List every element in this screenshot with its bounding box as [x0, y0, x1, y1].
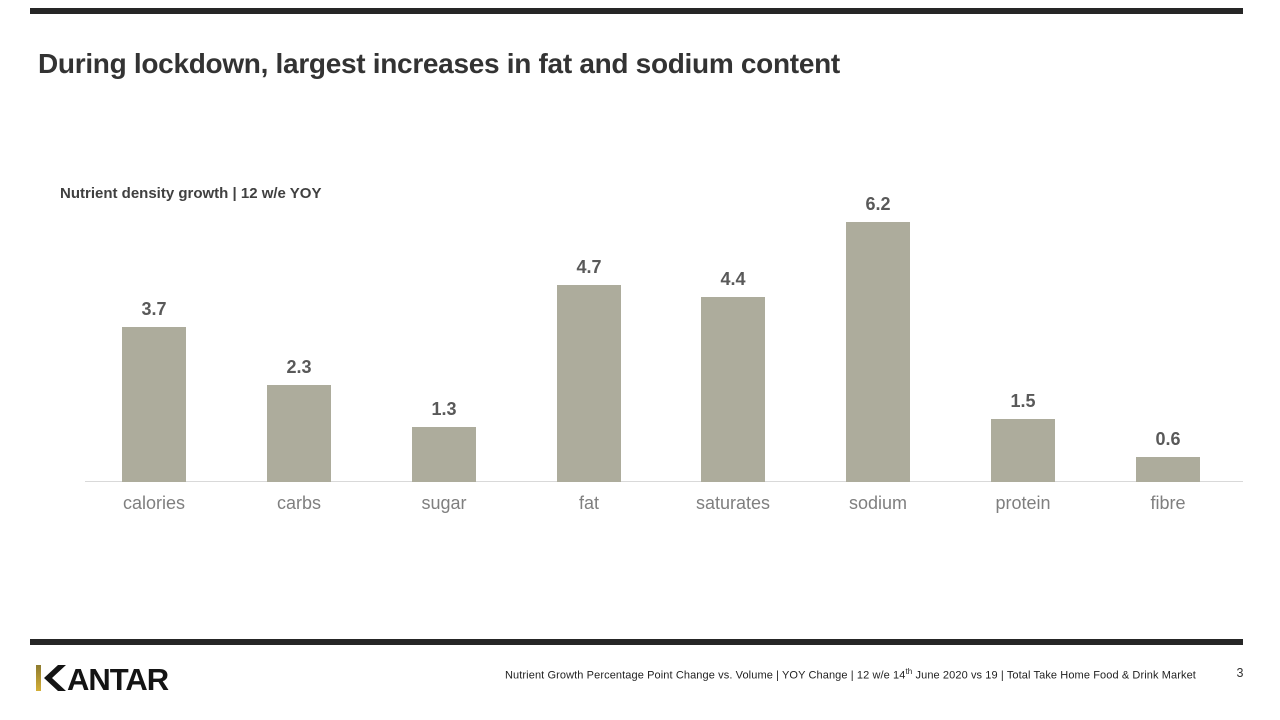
bar	[701, 297, 765, 482]
bar-value-label: 1.5	[1010, 391, 1036, 411]
kantar-logo-icon: ANTAR	[36, 662, 170, 697]
bar	[1136, 457, 1200, 482]
bar-category-label: carbs	[276, 493, 321, 513]
bar	[412, 427, 476, 482]
bar-value-label: 3.7	[141, 299, 167, 319]
slide-title: During lockdown, largest increases in fa…	[38, 48, 840, 79]
bar-value-label: 2.3	[286, 357, 312, 377]
bar-category-label: sugar	[421, 493, 467, 513]
bar-value-label: 0.6	[1155, 429, 1181, 449]
chart-subtitle: Nutrient density growth | 12 w/e YOY	[60, 185, 322, 202]
bar	[267, 385, 331, 482]
bar-category-label: fat	[578, 493, 599, 513]
kantar-logo-text: ANTAR	[67, 662, 169, 694]
bar	[557, 285, 621, 482]
bar-category-label: saturates	[695, 493, 771, 513]
bar-value-label: 1.3	[431, 399, 457, 419]
bar-value-label: 6.2	[865, 194, 891, 214]
bar-category-label: calories	[122, 493, 186, 513]
bar-category-label: fibre	[1150, 493, 1186, 513]
top-accent-rule	[30, 8, 1243, 14]
footnote: Nutrient Growth Percentage Point Change …	[505, 667, 1196, 682]
bar	[846, 222, 910, 482]
bar-category-label: protein	[995, 493, 1051, 513]
page-number: 3	[1236, 666, 1244, 680]
footnote-text-continued: June 2020 vs 19 | Total Take Home Food &…	[912, 669, 1196, 682]
bottom-accent-rule	[30, 639, 1243, 645]
bar	[991, 419, 1055, 482]
x-axis-line	[85, 481, 1243, 482]
bar-value-label: 4.4	[720, 269, 746, 289]
bar-value-label: 4.7	[576, 257, 602, 277]
bar	[122, 327, 186, 482]
kantar-gold-bar	[36, 665, 41, 691]
footnote-superscript: th	[905, 667, 913, 676]
kantar-logo: ANTAR	[35, 662, 175, 697]
footnote-text: Nutrient Growth Percentage Point Change …	[505, 669, 906, 682]
bar-category-label: sodium	[848, 493, 908, 513]
